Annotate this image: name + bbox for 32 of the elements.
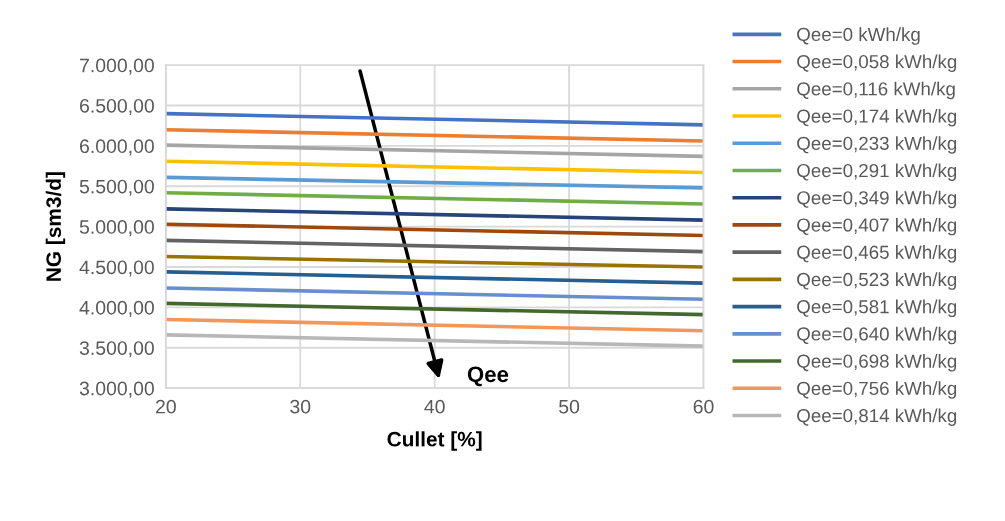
x-tick-label: 50 <box>559 399 580 414</box>
annotation: Qee <box>467 366 509 387</box>
legend-label: Qee=0,756 kWh/kg <box>797 381 957 399</box>
legend-label: Qee=0,523 kWh/kg <box>797 272 957 290</box>
legend-label: Qee=0,174 kWh/kg <box>797 108 957 127</box>
y-tick-label: 4.500,00 <box>79 260 154 277</box>
y-tick-label: 5.000,00 <box>79 220 154 237</box>
legend-label: Qee=0,407 kWh/kg <box>797 217 957 236</box>
y-tick-label: 3.500,00 <box>79 341 154 358</box>
legend-label: Qee=0,698 kWh/kg <box>797 354 957 372</box>
x-tick-label: 60 <box>693 399 714 414</box>
legend-label: Qee=0,814 kWh/kg <box>797 408 957 426</box>
y-tick-label: 6.500,00 <box>80 98 154 116</box>
legend-label: Qee=0,465 kWh/kg <box>797 245 957 263</box>
legend-label: Qee=0,291 kWh/kg <box>797 163 957 181</box>
legend-label: Qee=0 kWh/kg <box>797 27 920 45</box>
x-tick-label: 30 <box>290 399 311 414</box>
x-axis-title: Cullet [%] <box>387 431 482 451</box>
legend-label: Qee=0,233 kWh/kg <box>797 136 957 154</box>
y-tick-label: 6.000,00 <box>80 139 154 156</box>
y-tick-label: 3.000,00 <box>79 381 154 398</box>
legend-label: Qee=0,640 kWh/kg <box>797 326 957 345</box>
legend-label: Qee=0,116 kWh/kg <box>797 81 955 100</box>
x-tick-label: 20 <box>155 399 176 414</box>
x-tick-label: 40 <box>424 399 445 414</box>
y-tick-label: 5.500,00 <box>79 179 154 196</box>
legend-label: Qee=0,349 kWh/kg <box>797 190 957 209</box>
y-tick-label: 7.000,00 <box>80 58 154 75</box>
legend-label: Qee=0,581 kWh/kg <box>797 299 957 318</box>
y-tick-label: 4.000,00 <box>79 300 154 317</box>
y-axis-title: NG [sm3/d] <box>45 172 66 281</box>
legend-label: Qee=0,058 kWh/kg <box>797 54 957 72</box>
